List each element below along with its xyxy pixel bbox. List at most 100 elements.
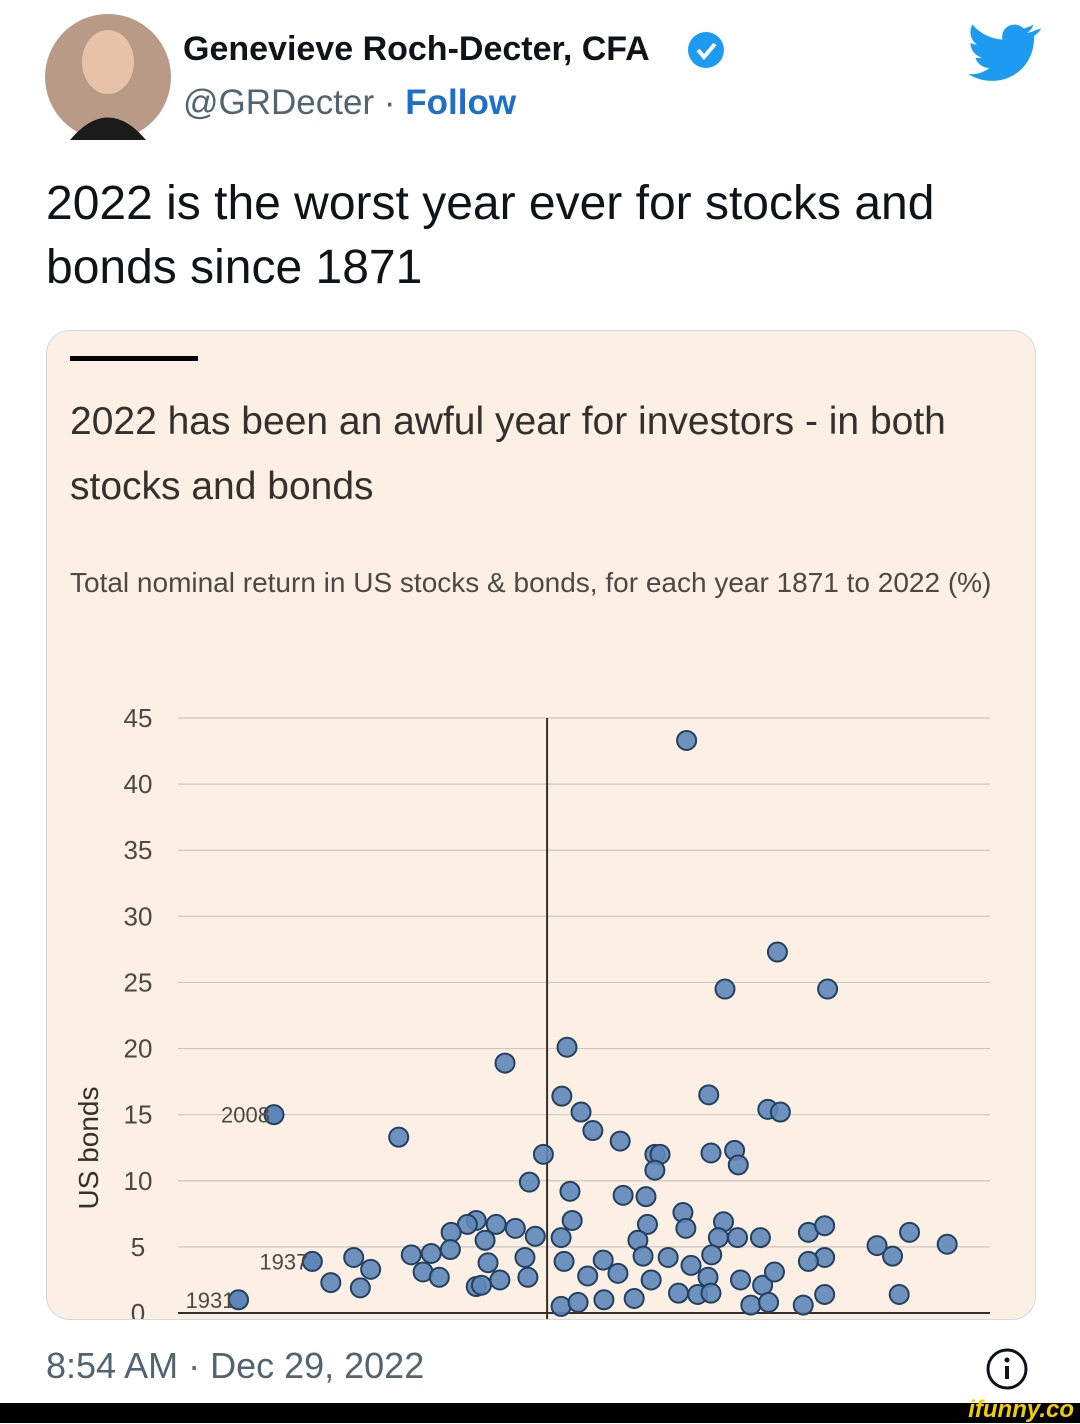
author-name[interactable]: Genevieve Roch-Decter, CFA xyxy=(183,30,650,68)
point xyxy=(797,1250,819,1272)
point xyxy=(899,1221,921,1243)
point xyxy=(623,1287,645,1309)
point xyxy=(676,729,698,751)
annotated-point xyxy=(301,1250,323,1272)
title-rule xyxy=(70,356,198,361)
annotation: 1937 xyxy=(259,1249,308,1274)
annotation: 2008 xyxy=(221,1103,270,1128)
point xyxy=(758,1291,780,1313)
author-line: @GRDecter · Follow xyxy=(183,83,516,123)
point xyxy=(550,1295,572,1317)
chart: 0 5 10 15 20 25 30 35 40 45 US bonds 2008 1937 1931 xyxy=(70,356,990,1319)
point xyxy=(612,1184,634,1206)
point xyxy=(349,1277,371,1299)
point xyxy=(657,1246,679,1268)
chart-title: 2022 has been an awful year for investor… xyxy=(70,400,946,508)
avatar-body xyxy=(70,117,146,140)
point xyxy=(400,1244,422,1266)
info-icon[interactable] xyxy=(984,1346,1030,1392)
point xyxy=(667,1282,689,1304)
point xyxy=(524,1225,546,1247)
follow-button[interactable]: Follow xyxy=(405,83,517,122)
annotated-point xyxy=(228,1289,250,1311)
point xyxy=(888,1283,910,1305)
point xyxy=(727,1227,749,1249)
point xyxy=(474,1229,496,1251)
chart-card[interactable]: 0 5 10 15 20 25 30 35 40 45 US bonds 2008 1937 1931 2… xyxy=(46,330,1036,1320)
point xyxy=(532,1143,554,1165)
y-tick-label: 25 xyxy=(124,967,153,997)
separator: · xyxy=(383,83,396,122)
tweet-text: 2022 is the worst year ever for stocks a… xyxy=(46,177,935,294)
point xyxy=(882,1245,904,1267)
point xyxy=(701,1244,723,1266)
verified-badge xyxy=(688,32,724,68)
point xyxy=(936,1233,958,1255)
point xyxy=(343,1246,365,1268)
point xyxy=(428,1266,450,1288)
y-tick-label: 30 xyxy=(124,901,153,931)
point xyxy=(420,1243,442,1264)
point xyxy=(714,978,736,1000)
header-icons xyxy=(45,14,1042,140)
watermark: ifunny.co xyxy=(968,1396,1074,1423)
point xyxy=(814,1283,836,1305)
point xyxy=(582,1120,604,1142)
point xyxy=(517,1266,539,1288)
y-tick-label: 40 xyxy=(124,769,153,799)
point xyxy=(763,1261,785,1283)
point xyxy=(489,1269,511,1291)
point xyxy=(680,1254,702,1276)
point xyxy=(866,1235,888,1257)
point xyxy=(550,1227,572,1249)
point xyxy=(749,1227,771,1249)
point xyxy=(707,1227,729,1249)
point xyxy=(607,1262,629,1284)
point xyxy=(320,1272,342,1294)
point xyxy=(729,1269,751,1291)
point xyxy=(792,1294,814,1316)
point xyxy=(439,1239,461,1261)
point xyxy=(592,1249,614,1271)
point xyxy=(561,1209,583,1231)
annotated-point xyxy=(263,1104,285,1126)
point xyxy=(700,1142,722,1164)
point xyxy=(477,1252,499,1274)
point xyxy=(470,1274,492,1296)
point xyxy=(577,1265,599,1287)
point xyxy=(632,1245,654,1267)
twitter-logo[interactable] xyxy=(968,24,1042,81)
point xyxy=(553,1250,575,1272)
point xyxy=(360,1258,382,1280)
point xyxy=(814,1215,836,1237)
y-tick-label: 35 xyxy=(124,835,153,865)
point xyxy=(514,1246,536,1268)
point xyxy=(740,1294,762,1316)
point xyxy=(817,978,839,1000)
point xyxy=(727,1154,749,1176)
y-axis-label: US bonds xyxy=(73,1087,104,1210)
point xyxy=(700,1282,722,1304)
point xyxy=(593,1289,615,1311)
point xyxy=(640,1269,662,1291)
point xyxy=(556,1036,578,1058)
y-tick-label: 15 xyxy=(124,1100,153,1130)
point xyxy=(518,1171,540,1193)
point xyxy=(440,1221,462,1243)
point xyxy=(567,1291,589,1313)
y-tick-label: 45 xyxy=(124,703,153,733)
point xyxy=(644,1159,666,1181)
point xyxy=(675,1217,697,1239)
point xyxy=(494,1052,516,1074)
chart-subtitle: Total nominal return in US stocks & bond… xyxy=(70,567,992,598)
avatar-face xyxy=(82,30,134,94)
y-tick-label: 5 xyxy=(131,1232,145,1262)
point xyxy=(769,1101,791,1123)
point xyxy=(636,1213,658,1235)
point xyxy=(388,1126,410,1148)
author-handle[interactable]: @GRDecter xyxy=(183,83,375,122)
watermark-bar xyxy=(0,1403,1080,1423)
point xyxy=(504,1217,526,1239)
timestamp[interactable]: 8:54 AM · Dec 29, 2022 xyxy=(46,1345,425,1386)
